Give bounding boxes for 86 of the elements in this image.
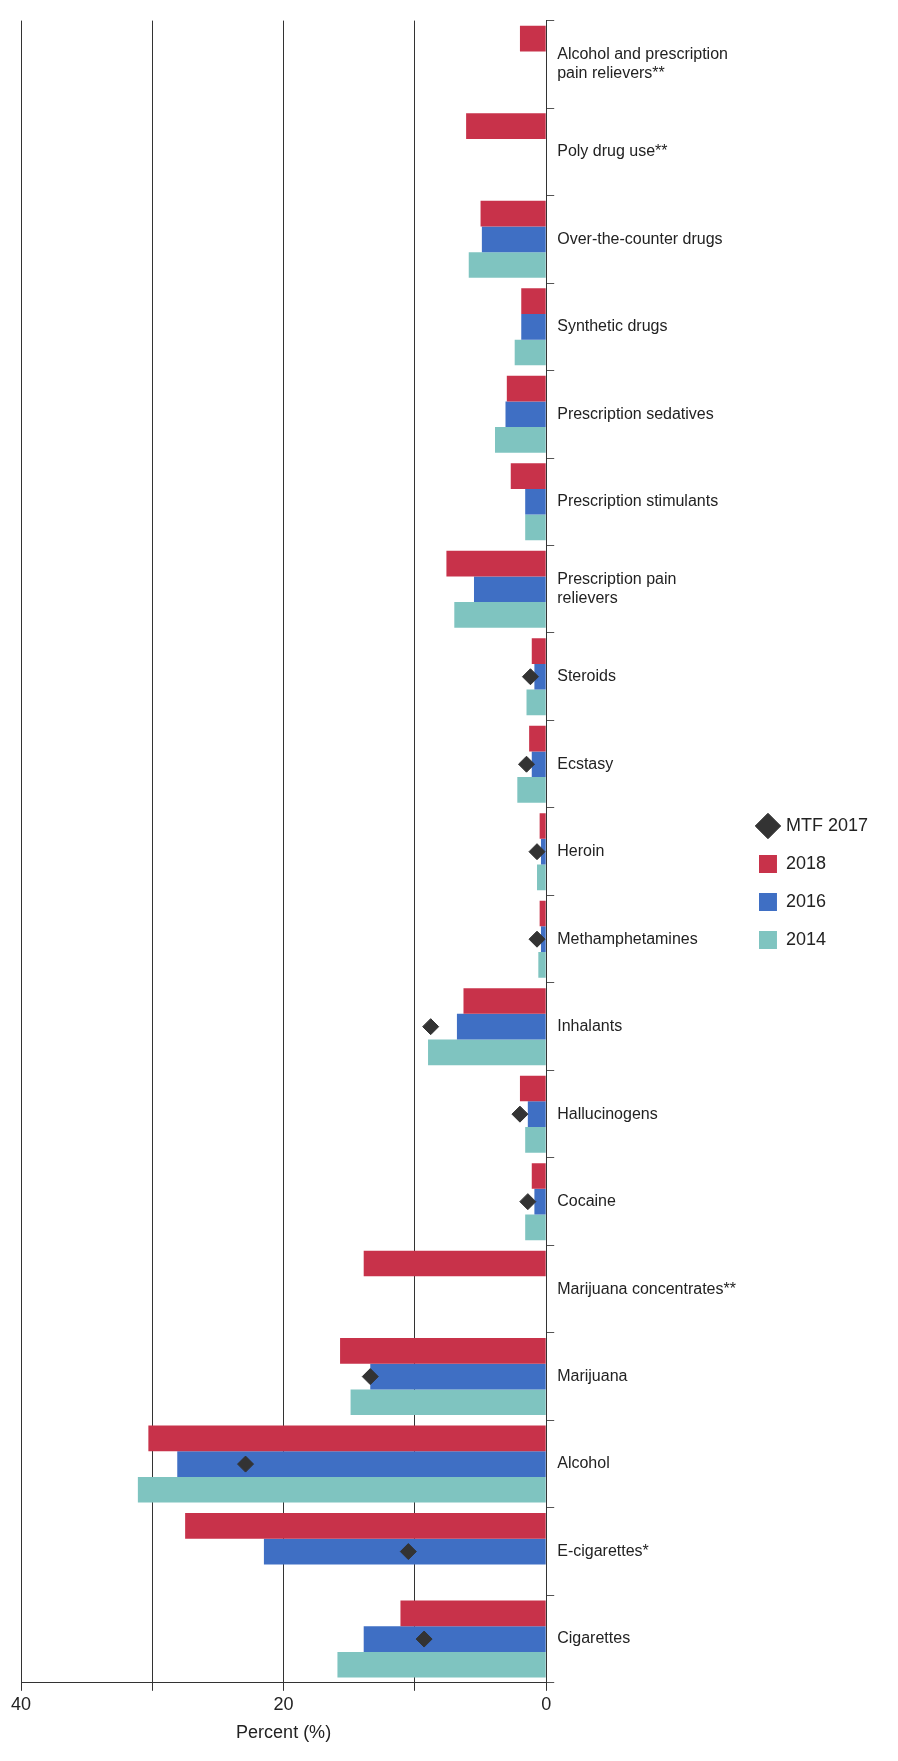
y-tick-label: Inhalants [557, 1017, 623, 1035]
point [528, 930, 546, 948]
bar [363, 1626, 546, 1652]
bar [514, 339, 546, 366]
bar [517, 777, 546, 803]
y-tick-label: Alcohol and prescription pain relievers** [557, 45, 728, 82]
bar [531, 1163, 546, 1189]
x-tick-label: 20 [273, 1693, 294, 1714]
bar [510, 463, 546, 489]
bar [539, 900, 546, 927]
y-tick-label: Synthetic drugs [557, 317, 668, 335]
point [511, 1105, 529, 1123]
y-tick-label: Methamphetamines [557, 929, 698, 947]
y-tick-label: E-cigarettes* [557, 1541, 649, 1559]
bar [521, 313, 546, 340]
bar [480, 200, 546, 227]
bar [539, 813, 546, 839]
bar [177, 1451, 546, 1477]
y-tick-label: Marijuana [557, 1367, 628, 1385]
bar [534, 663, 546, 690]
y-tick-label: Over-the-counter drugs [557, 229, 723, 247]
bar [446, 550, 546, 577]
bar [363, 1250, 546, 1277]
bar [525, 1126, 546, 1153]
point [237, 1455, 255, 1473]
bar [137, 1476, 546, 1503]
x-axis-title: Percent (%) [236, 1722, 332, 1743]
x-tick-label: 40 [11, 1693, 32, 1714]
y-tick-label: Cigarettes [557, 1629, 631, 1647]
bar [525, 1214, 546, 1241]
y-tick-label: Heroin [557, 842, 605, 860]
bar [505, 401, 546, 428]
legend-label: MTF 2017 [785, 814, 868, 835]
point [528, 843, 546, 861]
point [518, 755, 536, 773]
bar [531, 638, 546, 664]
x-tick-label: 0 [541, 1693, 552, 1714]
bar [463, 988, 546, 1014]
bar [185, 1513, 546, 1539]
bar [473, 576, 546, 603]
y-tick-label: Alcohol [557, 1454, 610, 1472]
point [415, 1630, 433, 1648]
point [519, 1193, 537, 1211]
bar [519, 25, 546, 52]
bar [538, 952, 546, 978]
y-tick-label: Prescription stimulants [557, 492, 719, 510]
y-tick-label: Marijuana concentrates** [557, 1279, 736, 1297]
point [521, 668, 539, 686]
legend-label: 2016 [785, 890, 827, 911]
bar [531, 751, 546, 778]
legend-label: 2014 [785, 928, 827, 949]
legend-label: 2018 [785, 852, 827, 873]
bar [337, 1651, 546, 1678]
bar [525, 514, 546, 541]
bar [495, 427, 546, 453]
bar [534, 1188, 546, 1215]
point [422, 1018, 440, 1036]
bar [263, 1538, 546, 1565]
bar [456, 1013, 546, 1040]
y-tick-label: Cocaine [557, 1192, 617, 1210]
point [361, 1368, 379, 1386]
y-tick-label: Poly drug use** [557, 142, 668, 160]
y-tick-label: Hallucinogens [557, 1104, 658, 1122]
bar [529, 725, 546, 752]
y-tick-label: Prescription pain relievers [557, 570, 677, 607]
bar [521, 288, 546, 314]
y-tick-label: Ecstasy [557, 754, 614, 772]
bar [526, 689, 546, 716]
bar [506, 375, 546, 402]
bar [481, 226, 546, 253]
bar [370, 1363, 546, 1390]
bar [428, 1039, 546, 1066]
bar [340, 1338, 546, 1364]
bar [519, 1075, 546, 1102]
bar [466, 113, 546, 139]
bar [525, 488, 546, 515]
y-tick-label: Prescription sedatives [557, 404, 714, 422]
bar [400, 1600, 546, 1627]
bar [537, 864, 546, 891]
point [399, 1543, 417, 1561]
y-tick-label: Steroids [557, 667, 616, 685]
bar [527, 1101, 546, 1127]
bar [350, 1389, 546, 1416]
bar [148, 1425, 546, 1452]
bar [468, 252, 546, 278]
bar [454, 602, 546, 628]
